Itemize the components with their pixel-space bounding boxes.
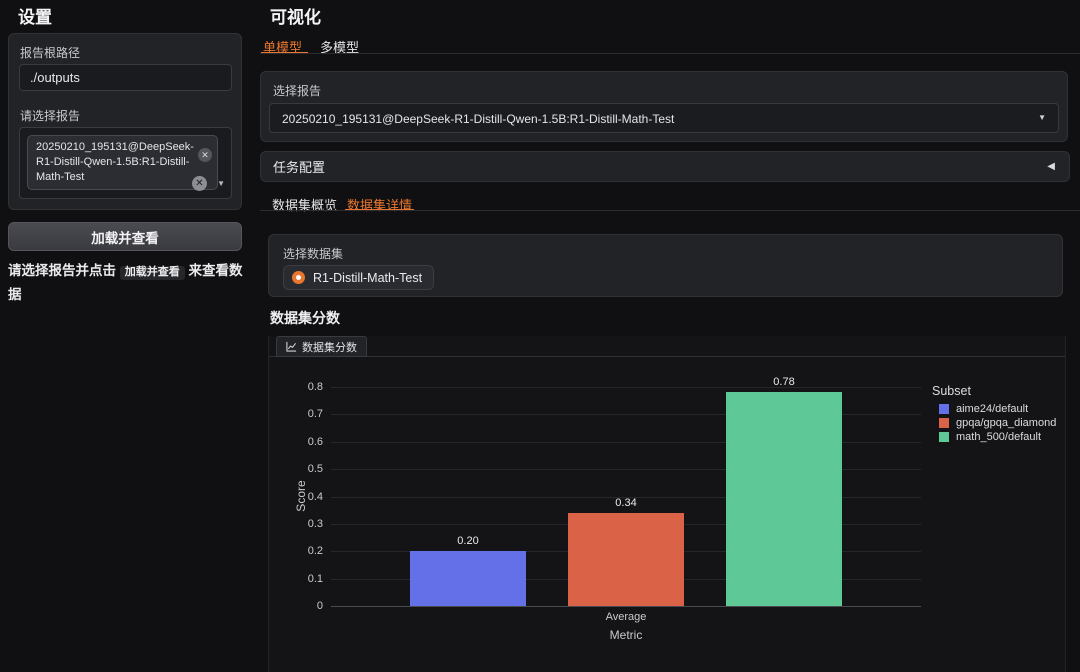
y-tick-label: 0.8 xyxy=(307,381,323,393)
gridline xyxy=(331,387,921,388)
legend-item[interactable]: gpqa/gpqa_diamond xyxy=(939,416,1056,430)
main-report-label: 选择报告 xyxy=(273,84,322,98)
task-config-accordion[interactable]: 任务配置 ◀ xyxy=(260,151,1070,182)
report-token-text: 20250210_195131@DeepSeek-R1-Distill-Qwen… xyxy=(36,141,194,183)
dataset-radio-label: R1-Distill-Math-Test xyxy=(313,270,423,285)
dataset-radio-option[interactable]: R1-Distill-Math-Test xyxy=(283,265,435,290)
gridline xyxy=(331,441,921,443)
page-title: 可视化 xyxy=(270,8,321,27)
report-root-label: 报告根路径 xyxy=(20,46,81,60)
tab-dataset-detail[interactable]: 数据集详情 xyxy=(347,198,413,213)
plot-area: 0 0.1 0.2 0.3 0.4 0.5 0.6 0.7 0.8 Score 0.20 0.34 0.… xyxy=(269,356,1065,672)
legend-label: aime24/default xyxy=(956,403,1029,415)
legend-title: Subset xyxy=(932,384,971,398)
legend-swatch-icon xyxy=(939,418,949,428)
legend-item[interactable]: aime24/default xyxy=(939,402,1056,416)
y-tick-label: 0.7 xyxy=(307,408,323,421)
report-token: 20250210_195131@DeepSeek-R1-Distill-Qwen… xyxy=(27,135,218,190)
bar-value-label: 0.78 xyxy=(773,376,795,389)
dataset-select-panel: 选择数据集 R1-Distill-Math-Test xyxy=(268,234,1063,297)
clear-selection-icon[interactable]: ✕ xyxy=(192,176,207,191)
gridline xyxy=(331,414,921,416)
dropdown-caret-icon[interactable]: ▼ xyxy=(217,179,225,188)
legend-swatch-icon xyxy=(939,404,949,414)
y-tick-label: 0.2 xyxy=(307,545,323,558)
subtabbar-divider xyxy=(260,210,1080,211)
chart-icon xyxy=(286,341,297,352)
report-select-panel: 选择报告 20250210_195131@DeepSeek-R1-Distill… xyxy=(260,71,1068,142)
report-root-panel: 报告根路径 请选择报告 20250210_195131@DeepSeek-R1-… xyxy=(8,33,242,210)
report-select-label: 请选择报告 xyxy=(20,109,81,123)
y-tick-label: 0.6 xyxy=(307,435,323,448)
radio-checked-icon xyxy=(292,271,305,284)
legend-swatch-icon xyxy=(939,432,949,442)
y-tick-label: 0 xyxy=(316,600,323,612)
chart-tab[interactable]: 数据集分数 xyxy=(276,336,367,357)
x-tick-label: Average xyxy=(605,611,647,623)
hint-text: 请选择报告并点击 加载并查看 来查看数据 xyxy=(8,260,253,305)
tab-single-model[interactable]: 单模型 xyxy=(263,40,303,55)
report-dropdown-caret-icon: ▼ xyxy=(1038,113,1046,123)
hint-code: 加载并查看 xyxy=(119,266,185,280)
x-axis-label: Metric xyxy=(609,628,643,642)
dataset-select-label: 选择数据集 xyxy=(283,247,344,261)
task-config-label: 任务配置 xyxy=(273,160,326,175)
report-root-input[interactable] xyxy=(19,64,232,91)
settings-title: 设置 xyxy=(18,8,52,27)
report-dropdown[interactable]: 20250210_195131@DeepSeek-R1-Distill-Qwen… xyxy=(269,103,1059,133)
y-tick-label: 0.1 xyxy=(307,572,323,585)
hint-prefix: 请选择报告并点击 xyxy=(8,263,120,278)
chart-panel: 数据集分数 0 0.1 0.2 0.3 0.4 0.5 0.6 0.7 0.8 Score 0.20… xyxy=(268,336,1066,672)
bar xyxy=(726,392,842,606)
bar xyxy=(568,512,684,606)
tab-dataset-overview[interactable]: 数据集概览 xyxy=(272,198,338,213)
y-tick-label: 0.4 xyxy=(307,490,323,503)
legend-label: math_500/default xyxy=(956,431,1042,443)
legend-label: gpqa/gpqa_diamond xyxy=(956,417,1057,429)
y-tick-label: 0.3 xyxy=(307,517,323,530)
y-axis-label: Score xyxy=(294,479,308,512)
bar xyxy=(410,551,526,606)
hint-suffix: 来查看数据 xyxy=(8,263,243,302)
tabbar-divider xyxy=(260,53,1080,54)
gridline xyxy=(331,496,921,498)
report-dropdown-value: 20250210_195131@DeepSeek-R1-Distill-Qwen… xyxy=(282,112,675,126)
dataset-scores-title: 数据集分数 xyxy=(270,310,340,326)
chart-tab-label: 数据集分数 xyxy=(302,341,357,354)
tab-multi-model[interactable]: 多模型 xyxy=(320,40,360,55)
remove-token-icon[interactable]: ✕ xyxy=(198,148,212,162)
bar-value-label: 0.34 xyxy=(615,496,637,509)
gridline xyxy=(331,469,921,471)
bar-value-label: 0.20 xyxy=(457,535,479,548)
x-axis-line xyxy=(331,606,921,607)
collapse-arrow-icon: ◀ xyxy=(1047,161,1055,172)
y-tick-label: 0.5 xyxy=(307,463,323,476)
legend-item[interactable]: math_500/default xyxy=(939,430,1056,444)
report-multiselect[interactable]: 20250210_195131@DeepSeek-R1-Distill-Qwen… xyxy=(19,127,232,199)
load-view-button[interactable]: 加载并查看 xyxy=(8,222,242,251)
